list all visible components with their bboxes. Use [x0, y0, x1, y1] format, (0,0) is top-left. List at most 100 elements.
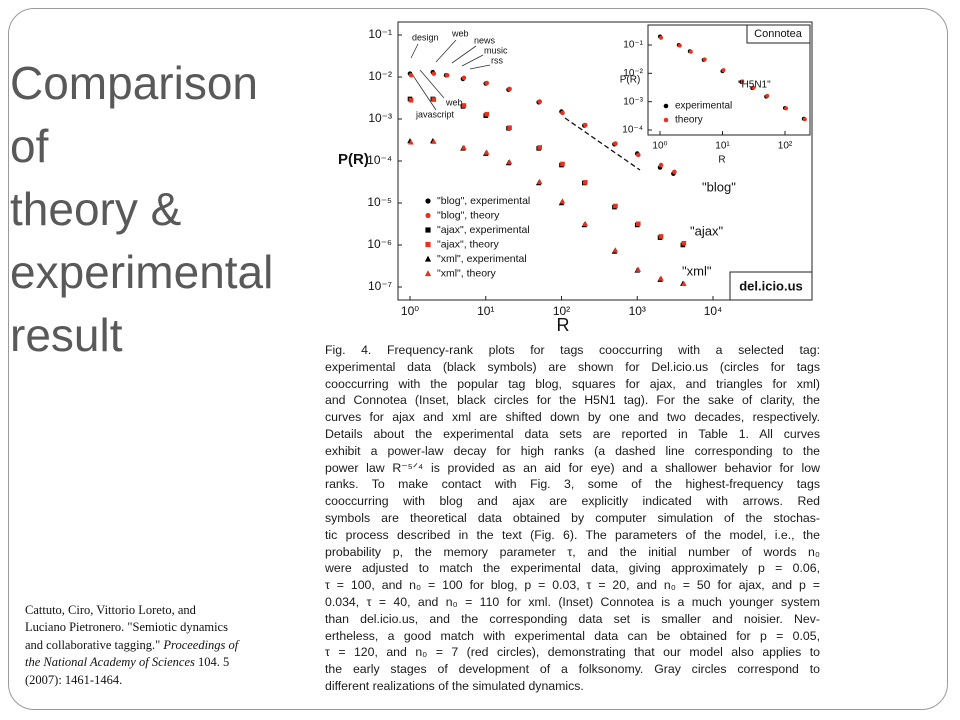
data-point [635, 221, 641, 227]
y-tick-label: 10⁻² [368, 69, 392, 83]
y-tick-label: 10⁻³ [368, 111, 392, 125]
citation-line: Cattuto, Ciro, Vittorio Loreto, and [25, 602, 238, 619]
title-line: result [10, 309, 123, 361]
caption-line: experimental data (black symbols) are sh… [325, 359, 820, 374]
citation-text: and collaborative tagging." [25, 637, 164, 652]
arrow [410, 43, 419, 59]
inset-title: Connotea [754, 28, 803, 40]
inset-x-axis-label: R [718, 155, 725, 166]
y-tick-label: 10⁻² [623, 68, 643, 79]
data-point [658, 275, 664, 281]
caption-line: curves for ajax and xml are shifted down… [325, 410, 820, 425]
citation-text: 104. 5 [194, 655, 230, 670]
caption-line: the early stages of development of a fol… [325, 662, 820, 677]
legend-label: experimental [675, 101, 732, 112]
data-point [583, 180, 588, 185]
data-point [751, 85, 756, 90]
data-point [635, 266, 642, 272]
caption-line: exhibit a power-law decay for high ranks… [325, 443, 820, 458]
data-point [483, 149, 490, 155]
annotation: rss [491, 55, 503, 65]
x-axis-label: R [557, 315, 570, 335]
annotation: "blog" [702, 179, 736, 194]
x-tick-label: 10⁰ [652, 141, 667, 152]
data-point [408, 97, 414, 103]
caption-line: were adjusted to match the experimental … [325, 561, 820, 576]
y-tick-label: 10⁻⁶ [367, 237, 392, 251]
y-tick-label: 10⁻⁵ [367, 195, 392, 209]
annotation: javascript [415, 109, 455, 119]
legend-label: "ajax", theory [437, 238, 499, 250]
arrow [451, 45, 477, 64]
y-tick-label: 10⁻⁴ [622, 125, 643, 136]
title-line: theory & [10, 183, 182, 235]
main-title-box [729, 271, 813, 301]
data-point [681, 240, 687, 246]
arrow [419, 69, 445, 99]
data-point [431, 138, 437, 144]
citation-journal: the National Academy of Sciences [25, 655, 195, 670]
citation-text: Cattuto, Ciro, Vittorio Loreto, and [25, 603, 196, 617]
data-point [658, 162, 664, 168]
data-point [688, 49, 693, 54]
data-point [461, 144, 467, 150]
data-point [658, 234, 664, 239]
caption-line: Fig. 4. Frequency-rank plots for tags co… [325, 343, 820, 357]
data-point [484, 111, 490, 117]
caption-line: τ = 100, and n₀ = 100 for blog, p = 0.03… [325, 578, 820, 593]
annotation: "xml" [682, 263, 712, 278]
caption-line: than del.icio.us, and the corresponding … [325, 611, 820, 626]
marker-circle [663, 117, 669, 123]
data-point [408, 139, 414, 145]
y-tick-label: 10⁻¹ [623, 40, 643, 51]
data-point [612, 247, 619, 253]
caption-line: tic process described in the text (Fig. … [325, 527, 820, 542]
data-point [583, 122, 588, 128]
x-tick-label: 10² [778, 141, 793, 152]
title-line: of [10, 120, 49, 172]
arrow [435, 39, 457, 63]
data-point [507, 125, 512, 131]
caption-line: ertheless, a good match with experimenta… [325, 628, 820, 643]
caption-line: ranks. To make contact with Fig. 3, some… [325, 477, 820, 492]
marker-circle [425, 198, 431, 204]
data-point [635, 152, 641, 158]
data-point [444, 72, 450, 78]
arrow [469, 64, 491, 70]
data-point [431, 71, 437, 76]
data-point [672, 169, 677, 175]
annotation: news [474, 35, 496, 45]
data-point [659, 35, 663, 40]
caption-line: τ = 120, and n₀ = 7 (red circles), demon… [325, 645, 820, 660]
citation-line: (2007): 1461-1464. [25, 672, 238, 689]
legend-label: theory [675, 115, 703, 126]
marker-square [425, 241, 431, 248]
inset-y-axis-label: P(R) [620, 75, 641, 86]
legend-label: "blog", theory [437, 209, 500, 221]
legend-label: "ajax", experimental [437, 224, 530, 236]
data-point [431, 97, 437, 102]
marker-triangle [424, 255, 432, 262]
caption-line: cooccurring with the popular tag blog, s… [325, 376, 820, 391]
data-point [784, 106, 788, 111]
data-point [484, 80, 490, 86]
x-tick-label: 10⁴ [704, 304, 723, 318]
caption-line: and Connotea (Inset, black circles for t… [325, 393, 820, 408]
marker-circle [663, 103, 669, 109]
data-point [537, 145, 542, 150]
citation-line: the National Academy of Sciences 104. 5 [25, 654, 238, 671]
title-line: experimental [10, 246, 274, 298]
data-point [537, 99, 542, 104]
data-point [461, 103, 467, 108]
data-point [536, 178, 543, 185]
data-point [677, 43, 682, 48]
caption-line: Details about the experimental data sets… [325, 426, 820, 441]
arrow [411, 73, 437, 111]
data-point [506, 158, 513, 165]
data-point [681, 280, 687, 286]
inset-title-box [746, 24, 811, 44]
title-line: Comparison [10, 57, 258, 109]
legend-label: "blog", experimental [437, 195, 530, 207]
